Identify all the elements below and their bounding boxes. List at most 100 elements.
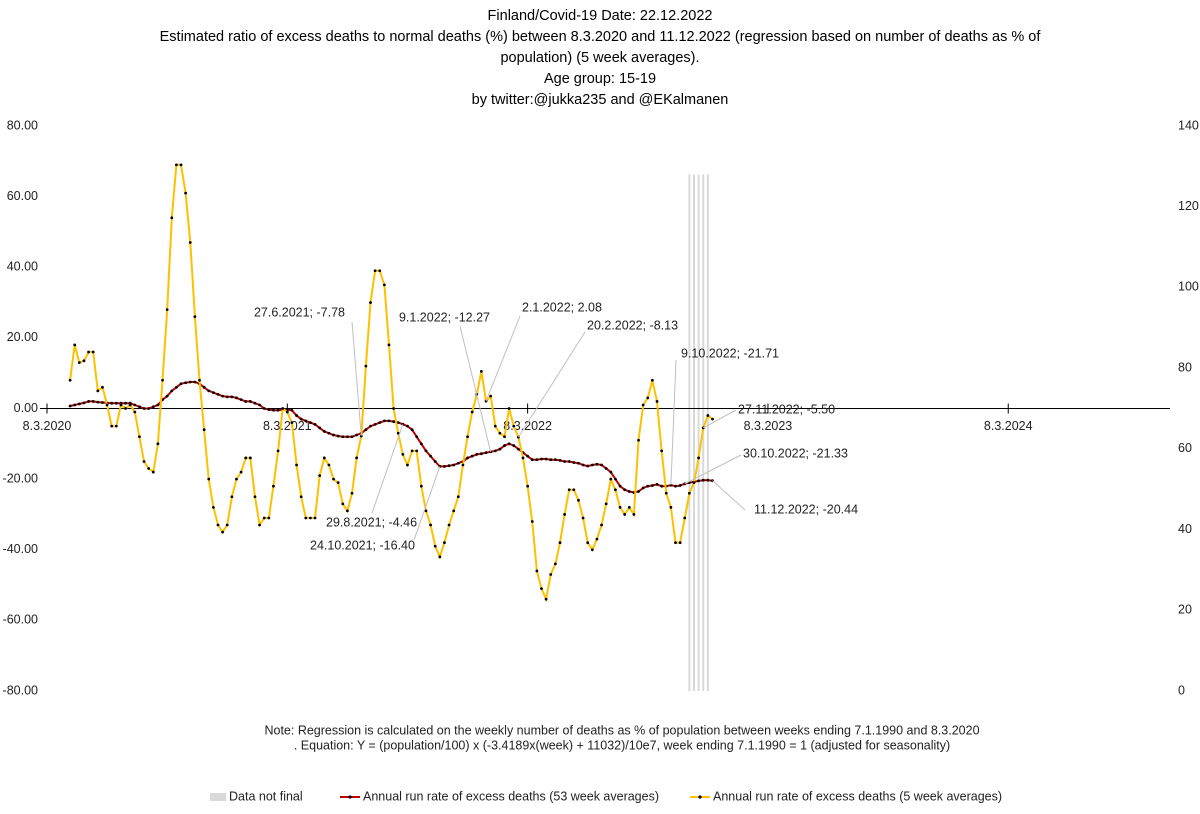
- point: [503, 435, 506, 439]
- point: [248, 456, 252, 460]
- point: [558, 541, 562, 545]
- point: [382, 283, 386, 287]
- point: [410, 449, 414, 453]
- y-tick-label: -60.00: [3, 613, 38, 627]
- annotation: 24.10.2021; -16.40: [310, 538, 415, 552]
- point: [526, 484, 530, 488]
- point: [623, 488, 627, 492]
- point: [174, 385, 178, 389]
- point: [614, 488, 617, 492]
- point: [142, 460, 146, 463]
- point: [609, 470, 613, 474]
- y2-tick-label: 120: [1178, 199, 1199, 213]
- point: [114, 424, 118, 428]
- point: [327, 431, 331, 435]
- point: [410, 428, 414, 432]
- point: [507, 442, 511, 446]
- point: [498, 447, 502, 451]
- point: [364, 428, 368, 432]
- point: [82, 359, 86, 363]
- leader-line: [413, 466, 441, 541]
- point: [332, 433, 335, 437]
- point: [567, 488, 571, 492]
- point: [225, 395, 229, 399]
- annotation: 30.10.2022; -21.33: [743, 446, 848, 460]
- point: [174, 163, 178, 167]
- point: [124, 401, 127, 405]
- annotation: 9.1.2022; -12.27: [399, 310, 490, 324]
- point: [549, 573, 553, 576]
- point: [433, 544, 437, 548]
- point: [470, 454, 474, 458]
- point: [438, 555, 442, 559]
- y-tick-label: 80.00: [7, 118, 38, 132]
- chart-title: by twitter:@jukka235 and @EKalmanen: [472, 92, 729, 108]
- point: [299, 417, 303, 421]
- annotation: 29.8.2021; -4.46: [326, 515, 417, 529]
- point: [637, 490, 640, 493]
- point: [480, 452, 483, 456]
- point: [406, 424, 409, 428]
- point: [674, 541, 677, 545]
- point: [276, 408, 280, 412]
- point: [614, 477, 617, 481]
- point: [396, 431, 400, 435]
- point: [239, 398, 243, 402]
- point: [572, 488, 576, 492]
- point: [151, 405, 155, 409]
- point: [618, 484, 622, 488]
- point: [309, 516, 312, 520]
- x-tick-label: 8.3.2023: [744, 419, 793, 433]
- point: [304, 516, 308, 520]
- point: [295, 414, 298, 417]
- point: [211, 505, 215, 509]
- leader-line: [371, 424, 404, 514]
- point: [184, 191, 188, 195]
- point: [110, 401, 114, 405]
- point: [290, 421, 294, 425]
- point: [429, 454, 432, 458]
- point: [577, 498, 580, 502]
- point: [216, 523, 220, 527]
- point: [378, 269, 382, 273]
- leader-line: [712, 480, 746, 511]
- point: [345, 435, 349, 439]
- point: [96, 389, 100, 393]
- point: [586, 541, 590, 545]
- point: [480, 370, 483, 373]
- point: [373, 422, 377, 426]
- point: [87, 350, 90, 354]
- point: [683, 516, 687, 520]
- point: [369, 424, 372, 428]
- point: [188, 380, 192, 384]
- point: [660, 484, 664, 488]
- leader-line: [684, 454, 742, 485]
- point: [341, 502, 345, 506]
- y-tick-label: -40.00: [3, 542, 38, 556]
- point: [664, 491, 668, 495]
- point: [590, 463, 594, 467]
- leader-line: [485, 315, 521, 402]
- point: [378, 421, 382, 425]
- point: [521, 456, 525, 460]
- point: [318, 426, 322, 430]
- point: [193, 315, 197, 319]
- point: [318, 474, 322, 477]
- y2-tick-label: 60: [1178, 441, 1192, 455]
- chart-title: population) (5 week averages).: [500, 50, 699, 66]
- point: [669, 505, 673, 509]
- point: [101, 401, 104, 404]
- point: [493, 424, 497, 428]
- point: [272, 408, 275, 412]
- point: [535, 458, 539, 462]
- point: [711, 417, 714, 421]
- point: [151, 470, 155, 474]
- point: [202, 428, 206, 432]
- point: [82, 401, 86, 405]
- point: [184, 381, 188, 385]
- leader-line: [351, 321, 362, 437]
- point: [355, 456, 359, 460]
- point: [701, 478, 705, 482]
- y2-tick-label: 0: [1178, 683, 1185, 697]
